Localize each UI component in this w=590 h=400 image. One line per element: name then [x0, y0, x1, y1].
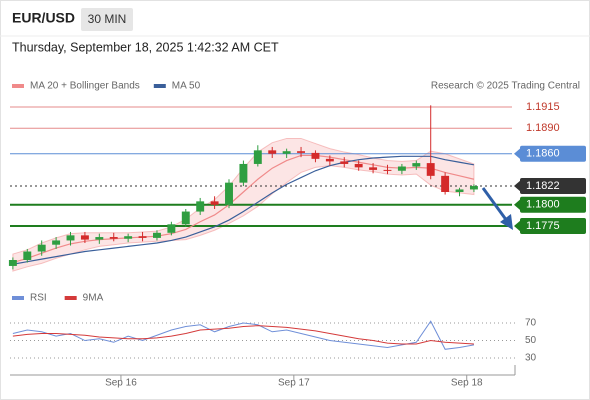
candle-body	[354, 163, 363, 168]
candle-body	[181, 211, 190, 225]
candle-body	[253, 150, 262, 164]
level-tag	[520, 218, 586, 234]
candle-body	[325, 158, 334, 162]
timeframe-pill	[81, 8, 133, 31]
candle-body	[297, 151, 306, 153]
legend-label: RSI	[30, 293, 47, 304]
legend-label: MA 20 + Bollinger Bands	[30, 81, 140, 92]
credit: Research © 2025 Trading Central	[431, 81, 580, 92]
candle-body	[8, 260, 17, 266]
rsi-line	[12, 325, 474, 345]
forecast-arrow	[481, 187, 513, 230]
candle-body	[268, 150, 277, 154]
candle-body	[383, 169, 392, 171]
legend-swatch	[153, 84, 166, 88]
legend-label: 9MA	[83, 293, 104, 304]
candle-body	[426, 163, 435, 176]
legend-swatch	[12, 296, 24, 300]
level-label: 1.1890	[526, 122, 560, 134]
candle-body	[455, 189, 464, 192]
level-tag-tip	[514, 198, 521, 211]
level-tag-tip	[514, 220, 521, 232]
y-tick-label: 50	[525, 335, 537, 346]
level-tag	[520, 196, 586, 213]
candle-body	[225, 182, 233, 205]
rsi-line	[12, 320, 475, 350]
ma-line	[12, 155, 475, 265]
level-label: 1.1800	[526, 199, 560, 211]
candle-body	[80, 235, 89, 240]
x-tick-label: Sep 16	[105, 378, 137, 389]
candle-body	[369, 167, 378, 170]
level-label: 1.1860	[526, 148, 560, 160]
candle-body	[109, 237, 118, 239]
symbol: EUR/USD	[12, 10, 75, 26]
legend-label: MA 50	[172, 81, 201, 92]
candle-body	[167, 224, 176, 233]
level-label: 1.1775	[526, 220, 560, 232]
level-tag	[520, 178, 586, 195]
candle-body	[469, 186, 478, 190]
candle-body	[23, 251, 32, 260]
x-tick-label: Sep 18	[451, 378, 483, 389]
level-tag-tip	[514, 147, 521, 160]
candle-body	[282, 151, 291, 154]
legend-swatch	[64, 296, 77, 300]
y-tick-label: 70	[525, 318, 537, 329]
candle-body	[210, 201, 219, 205]
ma-line	[12, 154, 475, 264]
candle-body	[196, 201, 205, 212]
candle-body	[95, 237, 104, 240]
y-tick-label: 30	[525, 353, 537, 364]
candle-body	[340, 161, 349, 164]
level-label: 1.1915	[526, 101, 560, 113]
candle-body	[66, 235, 75, 241]
candle-body	[52, 240, 61, 245]
level-tag-tip	[514, 180, 521, 193]
candle-body	[397, 166, 406, 171]
candle-body	[441, 175, 450, 192]
level-label: 1.1822	[526, 180, 560, 192]
level-tag	[520, 145, 586, 162]
candle-body	[311, 152, 320, 159]
x-tick-label: Sep 17	[278, 378, 310, 389]
candle-body	[239, 163, 248, 183]
candle-body	[152, 232, 161, 238]
legend-swatch	[12, 84, 24, 88]
candle-body	[124, 236, 133, 239]
candle-body	[138, 236, 147, 238]
datetime: Thursday, September 18, 2025 1:42:32 AM …	[12, 40, 279, 54]
timeframe: 30 MIN	[88, 12, 127, 26]
candle-body	[412, 163, 421, 167]
candle-body	[37, 244, 46, 252]
